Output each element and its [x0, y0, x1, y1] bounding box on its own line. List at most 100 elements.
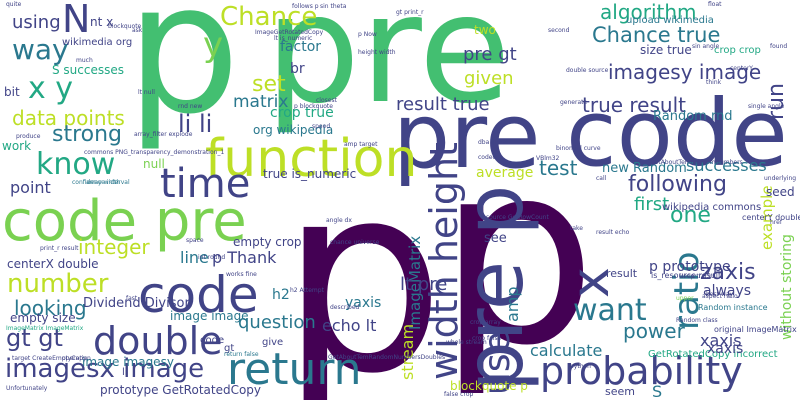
word: GetAboutTemRandomNumbersDoubles: [328, 354, 446, 361]
word: commons PNG_transparency_demonstration_1: [84, 149, 225, 156]
word: looking: [14, 296, 87, 320]
word: code: [200, 335, 225, 346]
word: described: [330, 304, 360, 311]
word: new Random: [602, 161, 687, 176]
word: crop true: [270, 105, 334, 121]
word: quite: [6, 1, 22, 8]
word: nt x: [90, 15, 114, 29]
word: sin theta: [320, 3, 347, 10]
word: float: [708, 1, 722, 8]
word: much: [76, 57, 93, 64]
word: centerY: [730, 65, 753, 72]
word: true is_numeric: [263, 167, 357, 181]
word: space: [186, 237, 204, 244]
word: number: [7, 269, 109, 299]
word: python: [570, 363, 591, 370]
word: first: [634, 194, 670, 215]
word: double source: [566, 67, 609, 74]
word: is_resource result: [651, 271, 722, 280]
word: confidence interval: [72, 179, 130, 186]
word: sin angle: [692, 43, 720, 50]
word: double: [93, 319, 223, 363]
word: p Thank: [212, 248, 277, 267]
word: aspect ratio: [702, 293, 738, 300]
word: closest: [316, 97, 337, 104]
word: average: [476, 165, 534, 181]
word: gt print_r: [396, 9, 424, 16]
word: line: [180, 248, 209, 267]
word: call: [596, 175, 607, 182]
word: whole stream: [446, 339, 487, 346]
word: zaxis: [700, 260, 756, 285]
word: factor: [280, 39, 322, 55]
word: amp: [503, 286, 522, 322]
word: print_r result: [40, 245, 79, 252]
word: ImageGetRotatedCopy: [255, 29, 324, 36]
word: point: [10, 178, 51, 197]
word: yaxis: [345, 295, 382, 311]
word: using: [12, 12, 61, 33]
word: seed: [766, 185, 795, 199]
word: VBlm32: [536, 155, 560, 162]
word: know: [36, 147, 116, 182]
word: target CreateEmptyCopy: [12, 355, 87, 362]
word: test: [539, 156, 578, 180]
word: li: [122, 367, 128, 378]
word: successes: [686, 156, 767, 175]
word: given: [464, 68, 514, 89]
word: array_filter explode: [134, 131, 193, 138]
word: single angle: [748, 103, 785, 110]
word: speed: [312, 123, 331, 130]
word: probability: [540, 349, 743, 393]
word: crop crop: [714, 45, 761, 56]
word: empty size: [10, 311, 76, 325]
word: bit: [4, 85, 20, 99]
word: lt pre: [400, 274, 448, 295]
word: chance universe: [330, 239, 380, 246]
word: angle dx: [326, 217, 352, 224]
word: coded: [478, 154, 497, 161]
word: dba intval: [478, 139, 508, 146]
word: binomial curve: [556, 145, 601, 152]
word: data points: [12, 106, 125, 130]
word: empty crop: [233, 235, 302, 249]
word: works fine: [226, 271, 257, 278]
word: Chance true: [592, 23, 721, 47]
word: upper: [676, 295, 694, 302]
word: algorithm: [600, 0, 697, 24]
word: following: [628, 172, 727, 197]
word: take: [570, 225, 583, 232]
word: want: [573, 293, 647, 328]
word: array width: [86, 179, 121, 186]
word: operation: [62, 355, 91, 362]
word: wikimedia org: [62, 37, 133, 48]
word: p: [438, 109, 597, 400]
word: always: [703, 283, 752, 299]
word: br: [290, 61, 305, 77]
word: upload wikimedia: [626, 15, 714, 26]
word: produce: [16, 133, 41, 140]
word: li li: [178, 110, 213, 138]
word: ImageMatrix ImageMatrix: [6, 325, 84, 332]
word: see: [484, 231, 507, 246]
word: image imagesy: [82, 355, 174, 369]
word: code: [566, 80, 788, 187]
word: size true: [640, 43, 692, 57]
word: two: [474, 23, 496, 37]
word: prototype GetRotatedCopy: [100, 383, 262, 397]
word: imagesx image: [5, 354, 205, 384]
word: code: [138, 266, 259, 324]
word: found: [770, 43, 788, 50]
word: ask: [132, 27, 143, 34]
word: strong: [52, 122, 123, 147]
word: gt: [224, 343, 235, 354]
word: p blockquote: [294, 103, 333, 110]
word: href: [770, 219, 782, 226]
word: org wikipedia: [253, 123, 334, 137]
word: Random instance: [698, 303, 768, 312]
word: function: [205, 129, 418, 189]
word: return: [227, 344, 362, 395]
word: generate: [560, 99, 588, 106]
word: fast: [126, 295, 138, 302]
